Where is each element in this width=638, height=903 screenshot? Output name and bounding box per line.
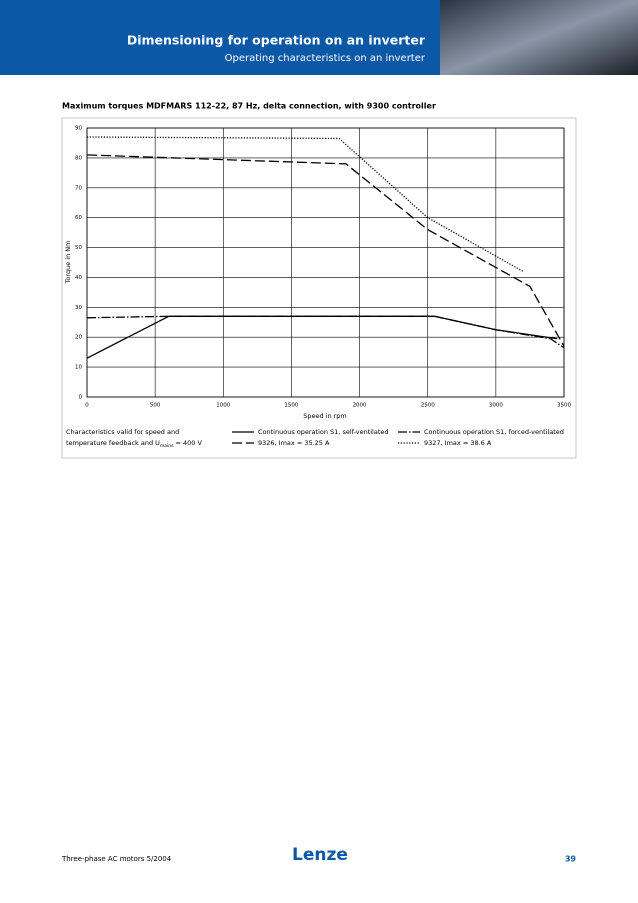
series-line [86,136,524,273]
y-tick-label: 0 [79,395,83,401]
x-tick-label: 2000 [353,403,367,409]
header-title: Dimensioning for operation on an inverte… [127,33,426,48]
x-tick-label: 1000 [216,403,230,409]
header-image [440,0,638,75]
y-tick-label: 70 [75,185,82,191]
footer-text: Three-phase AC motors 5/2004 [61,855,172,863]
y-tick-label: 60 [75,215,82,221]
series-line [86,154,565,347]
note-text: temperature feedback and U [66,439,160,447]
plot-area [86,127,565,398]
x-tick-label: 0 [85,403,89,409]
note-line2: temperature feedback and Umains = 400 V [66,439,202,449]
header-subtitle: Operating characteristics on an inverter [225,53,426,64]
y-tick-label: 20 [75,335,82,341]
x-tick-label: 1500 [284,403,298,409]
chart-frame [61,117,577,459]
y-tick-label: 10 [75,365,82,371]
series-line [86,315,558,359]
y-axis-label: Torque in Nm [64,241,72,285]
y-tick-label: 50 [75,245,82,251]
series-line [86,315,565,349]
note-subscript: mains [160,443,174,449]
chart-title: Maximum torques MDFMARS 112-22, 87 Hz, d… [62,102,436,111]
x-tick-label: 2500 [421,403,435,409]
y-tick-label: 40 [75,275,82,281]
footer-logo: Lenze [292,845,348,865]
y-tick-label: 30 [75,305,82,311]
note-line1: Characteristics valid for speed and [66,428,179,436]
note-text-end: = 400 V [176,439,203,447]
y-tick-label: 80 [75,155,82,161]
x-axis-label: Speed in rpm [303,412,347,420]
x-tick-label: 3000 [489,403,503,409]
legend-label: 9326, Imax = 35.25 A [258,439,330,447]
page-number: 39 [565,855,577,864]
y-tick-label: 90 [75,126,82,132]
legend-label: Continuous operation S1, forced-ventilat… [424,428,564,436]
x-tick-label: 3500 [557,403,571,409]
legend-label: 9327, Imax = 38.6 A [424,439,492,447]
x-tick-label: 500 [150,403,161,409]
legend-label: Continuous operation S1, self-ventilated [258,428,389,436]
